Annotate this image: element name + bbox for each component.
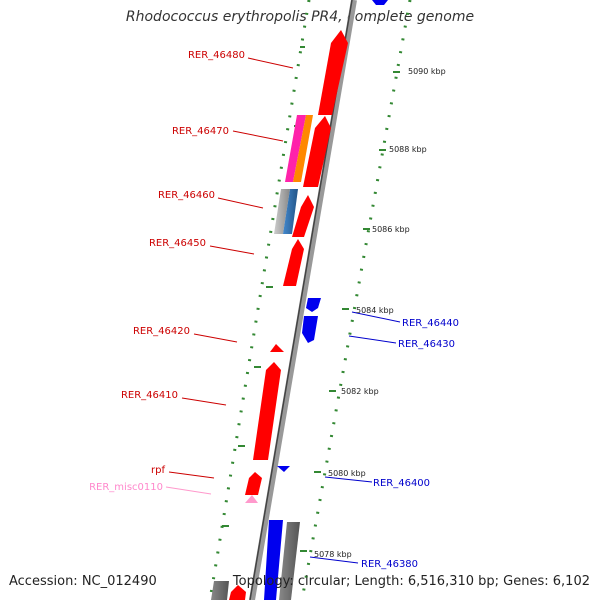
gene-magenta[interactable] [285,115,306,182]
kbp-label: 5086 kbp [372,225,410,234]
gene-orange[interactable] [293,115,313,182]
gene-label-rer-46480[interactable]: RER_46480 [188,50,245,61]
gene-label-rer-46440[interactable]: RER_46440 [402,318,459,329]
map-title: Rhodococcus erythropolis PR4, complete g… [125,9,475,25]
gene-label-rer-46460[interactable]: RER_46460 [158,190,215,201]
gene-rer-46400[interactable] [277,466,290,472]
left-grid-arc [208,0,311,600]
gene-label-rer-46430[interactable]: RER_46430 [398,339,455,350]
gene-label-rer-46450[interactable]: RER_46450 [149,238,206,249]
gene-label-rer-46380[interactable]: RER_46380 [361,559,418,570]
kbp-label: 5090 kbp [408,67,446,76]
topology-summary: Topology: circular; Length: 6,516,310 bp… [232,574,590,589]
gene-top-blue[interactable] [372,0,388,5]
kbp-label: 5080 kbp [328,469,366,478]
kbp-label: 5084 kbp [356,306,394,315]
gene-rer-46410[interactable] [253,362,281,460]
gene-rer-46380[interactable] [264,520,283,600]
gene-bottom-grey[interactable] [211,581,229,600]
kbp-label: 5078 kbp [314,550,352,559]
leader-lines-left [168,57,294,479]
gene-label-rer-misc0110[interactable]: RER_misc0110 [89,482,163,493]
gene-rer-46430[interactable] [302,316,318,343]
gene-rer-46470[interactable] [303,116,331,187]
leader-lines-right [309,311,401,564]
gene-rer-46440[interactable] [306,298,321,312]
gene-rer-46460[interactable] [292,195,314,237]
gene-grey[interactable] [274,189,290,234]
gene-label-rer-46470[interactable]: RER_46470 [172,126,229,137]
kbp-label: 5082 kbp [341,387,379,396]
leader-line-misc [165,486,212,495]
gene-blue-steel[interactable] [283,189,298,234]
gene-label-rer-46410[interactable]: RER_46410 [121,390,178,401]
right-grid-arc [300,0,412,600]
accession-text: Accession: NC_012490 [9,574,157,589]
kbp-label: 5088 kbp [389,145,427,154]
gene-rpf[interactable] [245,472,262,495]
gene-bottom-red[interactable] [229,585,246,600]
gene-rer-46480[interactable] [318,30,348,115]
gene-dark-grey[interactable] [279,522,300,600]
gene-label-rer-46400[interactable]: RER_46400 [373,478,430,489]
gene-rer-46420[interactable] [270,344,284,352]
gene-label-rer-46420[interactable]: RER_46420 [133,326,190,337]
gene-rer-46450[interactable] [283,239,304,286]
gene-label-rpf[interactable]: rpf [151,465,165,476]
gene-misc0110[interactable] [245,495,258,503]
backbone [249,0,357,600]
